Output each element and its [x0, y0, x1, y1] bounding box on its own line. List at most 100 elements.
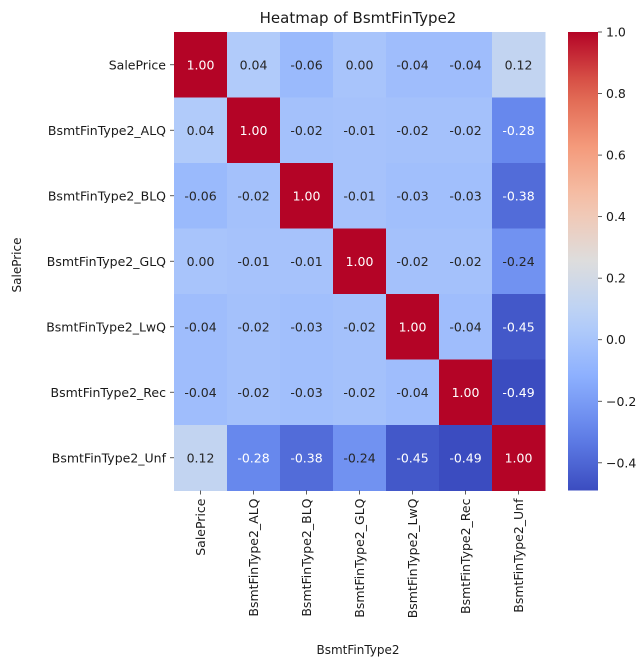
cell-value-label: 1.00	[505, 450, 533, 465]
heatmap-cell	[386, 359, 440, 426]
cell-value-label: -0.04	[396, 57, 428, 72]
y-tick-label: SalePrice	[109, 57, 167, 72]
heatmap-cell	[280, 425, 334, 491]
colorbar-tick-label: 0.2	[606, 271, 626, 286]
heatmap-cell	[227, 425, 281, 491]
x-axis-ticks: SalePrice BsmtFinType2_ALQ BsmtFinType2_BL…	[193, 490, 526, 618]
x-tick-label: BsmtFinType2_ALQ	[246, 498, 261, 616]
cell-value-label: -0.04	[449, 319, 481, 334]
cell-value-label: -0.02	[449, 254, 481, 269]
heatmap-cell	[174, 163, 228, 229]
heatmap-cell	[492, 97, 546, 164]
cell-value-label: -0.02	[290, 123, 322, 138]
heatmap-cell	[333, 97, 387, 164]
cell-value-label: -0.02	[237, 385, 269, 400]
cell-value-label: -0.01	[237, 254, 269, 269]
cell-value-label: 1.00	[187, 57, 215, 72]
heatmap-cell	[492, 294, 546, 360]
cell-value-label: -0.04	[184, 319, 216, 334]
heatmap-cell	[333, 359, 387, 426]
cell-value-label: 0.04	[240, 57, 268, 72]
cell-value-label: 1.00	[452, 385, 480, 400]
heatmap-cells	[174, 32, 546, 491]
y-tick-label: BsmtFinType2_ALQ	[48, 123, 166, 138]
y-tick-label: BsmtFinType2_BLQ	[48, 188, 166, 203]
y-axis-ticks: SalePrice BsmtFinType2_ALQ BsmtFinType2_BL…	[46, 57, 174, 465]
heatmap-cell	[439, 163, 493, 229]
heatmap-cell	[386, 425, 440, 491]
heatmap-cell	[386, 228, 440, 295]
cell-value-label: 0.04	[187, 123, 215, 138]
y-tick-label: BsmtFinType2_Rec	[51, 385, 167, 400]
y-tick-label: BsmtFinType2_Unf	[52, 450, 167, 465]
heatmap-cell	[439, 294, 493, 360]
cell-value-label: -0.45	[502, 319, 534, 334]
cell-value-label: -0.45	[396, 450, 428, 465]
heatmap-cell	[227, 228, 281, 295]
heatmap-cell	[386, 32, 440, 98]
heatmap-cell	[386, 294, 440, 360]
heatmap-cell	[333, 163, 387, 229]
heatmap-cell	[227, 163, 281, 229]
heatmap-cell	[439, 425, 493, 491]
cell-value-label: -0.02	[449, 123, 481, 138]
cell-value-label: -0.06	[184, 188, 216, 203]
cell-value-label: -0.03	[290, 385, 322, 400]
cell-value-label: -0.24	[502, 254, 534, 269]
heatmap-cell	[333, 228, 387, 295]
colorbar: −0.4 −0.2 0.0 0.2 0.4 0.6 0.8 1.0	[568, 25, 636, 491]
colorbar-tick-label: −0.4	[606, 455, 636, 470]
heatmap-cell	[227, 97, 281, 164]
heatmap-cell	[280, 359, 334, 426]
heatmap-cell	[386, 97, 440, 164]
colorbar-tick-label: 0.6	[606, 148, 626, 163]
cell-value-label: 1.00	[240, 123, 268, 138]
cell-value-label: -0.06	[290, 57, 322, 72]
cell-value-label: -0.01	[343, 123, 375, 138]
heatmap-cell	[174, 97, 228, 164]
cell-value-label: 1.00	[293, 188, 321, 203]
heatmap-cell	[280, 294, 334, 360]
colorbar-tick-label: 0.8	[606, 86, 626, 101]
cell-value-label: -0.38	[502, 188, 534, 203]
cell-value-label: -0.28	[502, 123, 534, 138]
x-tick-label: BsmtFinType2_BLQ	[299, 498, 314, 616]
x-tick-label: BsmtFinType2_LwQ	[405, 498, 420, 618]
heatmap-cell	[174, 294, 228, 360]
heatmap-cell	[333, 32, 387, 98]
heatmap-cell	[174, 359, 228, 426]
cell-value-label: -0.02	[396, 254, 428, 269]
heatmap-cell	[439, 228, 493, 295]
heatmap-cell	[439, 359, 493, 426]
heatmap-cell	[174, 425, 228, 491]
heatmap-cell	[280, 163, 334, 229]
cell-value-label: -0.03	[290, 319, 322, 334]
heatmap-cell	[280, 32, 334, 98]
x-axis-label: BsmtFinType2	[316, 643, 399, 657]
heatmap-cell	[280, 97, 334, 164]
colorbar-tick-label: 0.4	[606, 209, 626, 224]
heatmap-cell	[333, 425, 387, 491]
x-tick-label: BsmtFinType2_GLQ	[352, 498, 367, 617]
cell-value-label: -0.02	[343, 385, 375, 400]
colorbar-tick-label: 0.0	[606, 332, 626, 347]
heatmap-cell	[492, 425, 546, 491]
heatmap-cell	[439, 32, 493, 98]
cell-value-label: -0.02	[237, 319, 269, 334]
cell-value-label: -0.01	[290, 254, 322, 269]
cell-value-label: -0.28	[237, 450, 269, 465]
heatmap-cell	[492, 163, 546, 229]
cell-value-label: -0.03	[449, 188, 481, 203]
chart-title: Heatmap of BsmtFinType2	[260, 9, 457, 27]
cell-value-label: -0.49	[449, 450, 481, 465]
cell-value-label: -0.02	[396, 123, 428, 138]
cell-annotations: 1.00 0.04 -0.06 0.00 -0.04 -0.04 0.12 0.04 1.00 -…	[184, 57, 534, 465]
cell-value-label: 0.00	[187, 254, 215, 269]
heatmap-cell	[227, 294, 281, 360]
cell-value-label: -0.02	[343, 319, 375, 334]
cell-value-label: -0.49	[502, 385, 534, 400]
cell-value-label: 1.00	[346, 254, 374, 269]
cell-value-label: 0.12	[505, 57, 533, 72]
cell-value-label: -0.04	[184, 385, 216, 400]
